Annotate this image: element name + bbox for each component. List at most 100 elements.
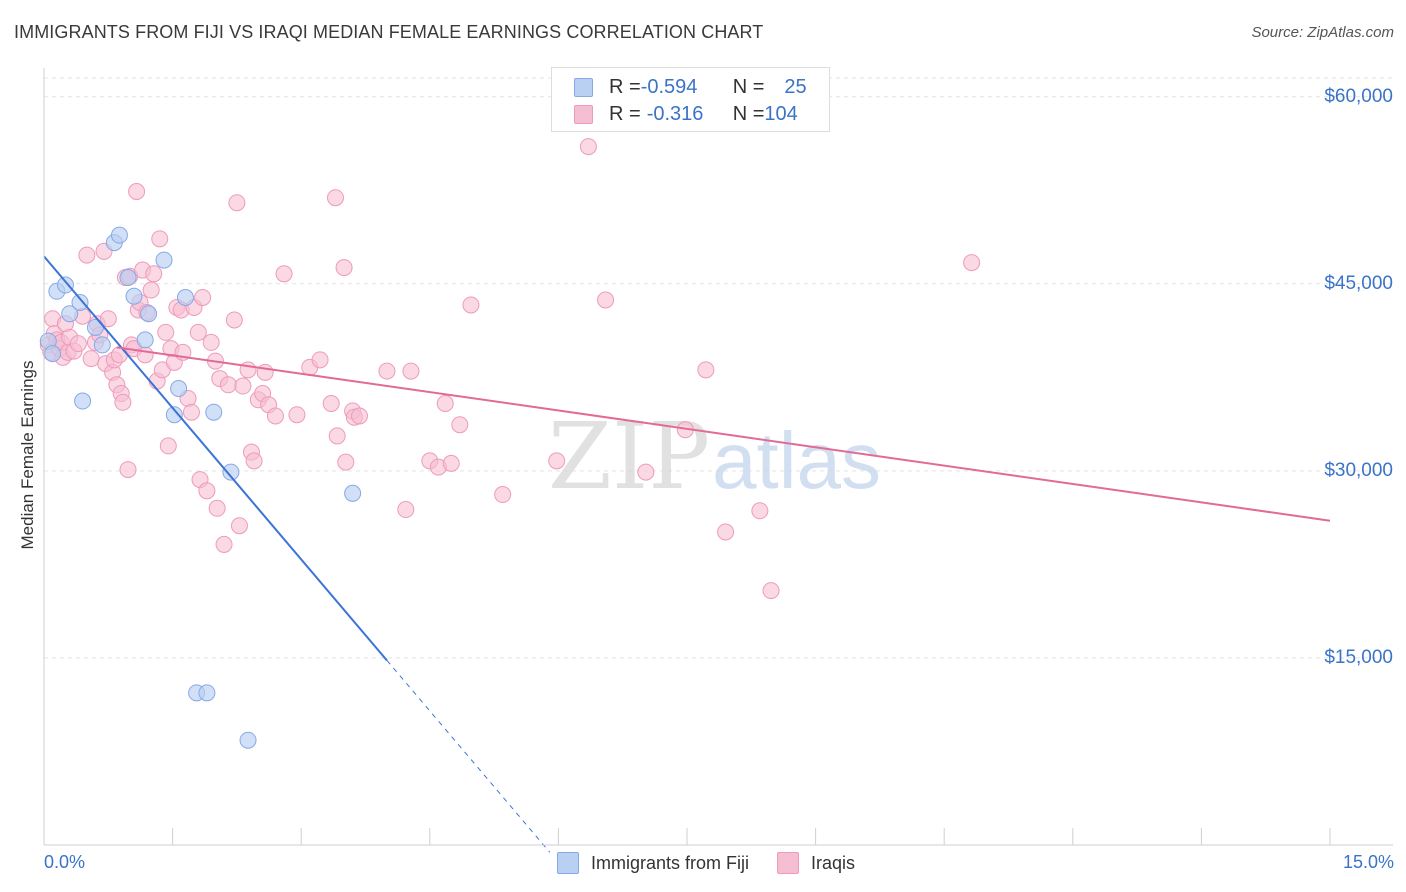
fiji-point	[198, 684, 216, 702]
iraqi-series	[39, 138, 981, 600]
iraqi-point	[597, 291, 615, 309]
iraqi-point	[397, 501, 415, 519]
fiji-point	[119, 269, 137, 287]
iraqi-point	[128, 182, 146, 200]
watermark: ZIP atlas	[548, 403, 881, 510]
iraqi-point	[234, 377, 252, 395]
iraqi-point	[963, 254, 981, 272]
legend-r-label: R =	[609, 102, 641, 125]
y-tick-label: $15,000	[1324, 646, 1393, 668]
fiji-point	[344, 484, 362, 502]
iraqi-point	[119, 461, 137, 479]
iraqi-point	[182, 403, 200, 421]
iraqi-point	[194, 288, 212, 306]
fiji-point	[44, 345, 62, 363]
axis-layer	[43, 68, 1393, 846]
legend-row-iraqi: R = -0.316 N = 104	[574, 101, 798, 127]
legend-r-label: R =	[609, 75, 641, 98]
iraqi-point	[225, 311, 243, 329]
legend-r-value: -0.316	[646, 102, 704, 125]
legend-r-value: -0.594	[640, 75, 698, 98]
fiji-point	[155, 251, 173, 269]
iraqi-point	[288, 406, 306, 424]
iraqi-point	[230, 517, 248, 535]
source-label: Source: ZipAtlas.com	[1251, 24, 1394, 41]
iraqi-point	[378, 362, 396, 380]
iraqi-point	[245, 452, 263, 470]
iraqi-point	[78, 246, 96, 264]
iraqi-point	[256, 363, 274, 381]
fiji-point	[140, 305, 158, 323]
legend-item-iraqi[interactable]: Iraqis	[777, 852, 855, 874]
legend-n-value: 104	[764, 102, 798, 125]
fiji-point	[71, 293, 89, 311]
iraqi-point	[402, 362, 420, 380]
legend-row-fiji: R = -0.594 N = 25	[574, 74, 807, 100]
y-tick-label: $45,000	[1324, 272, 1393, 294]
iraqi-point	[717, 523, 735, 541]
iraqi-point	[436, 395, 454, 413]
iraqi-point	[637, 463, 655, 481]
iraqi-point	[579, 138, 597, 156]
watermark-atlas: atlas	[712, 416, 881, 505]
x-tick-max: 15.0%	[1342, 852, 1394, 872]
fiji-point	[93, 336, 111, 354]
x-tick-min: 0.0%	[44, 852, 86, 872]
iraqi-point	[337, 453, 355, 471]
iraqi-point	[219, 376, 237, 394]
iraqi-point	[239, 361, 257, 379]
fiji-point	[125, 287, 143, 305]
legend-label-iraqi: Iraqis	[811, 852, 856, 873]
fiji-trend-extension	[386, 660, 551, 853]
series-legend: Immigrants from Fiji Iraqis	[557, 852, 883, 874]
iraqi-point	[145, 265, 163, 283]
fiji-point	[165, 406, 183, 424]
iraqi-point	[751, 502, 769, 520]
iraqi-point	[328, 427, 346, 445]
iraqi-point	[99, 310, 117, 328]
chart-title: IMMIGRANTS FROM FIJI VS IRAQI MEDIAN FEM…	[14, 22, 764, 42]
iraqi-point	[69, 335, 87, 353]
iraqi-point	[202, 333, 220, 351]
iraqi-point	[114, 393, 132, 411]
iraqi-point	[451, 416, 469, 434]
iraqi-point	[762, 582, 780, 600]
fiji-point	[205, 403, 223, 421]
correlation-legend: R = -0.594 N = 25 R = -0.316 N = 104	[551, 67, 830, 132]
iraqi-point	[159, 437, 177, 455]
legend-item-fiji[interactable]: Immigrants from Fiji	[557, 852, 749, 874]
iraqi-point	[136, 346, 154, 364]
fiji-point	[239, 731, 257, 749]
iraqi-point	[494, 486, 512, 504]
fiji-swatch	[557, 852, 579, 874]
iraqi-point	[142, 281, 160, 299]
iraqi-point	[335, 259, 353, 277]
iraqi-point	[462, 296, 480, 314]
fiji-point	[136, 331, 154, 349]
iraqi-point	[697, 361, 715, 379]
iraqi-point	[266, 407, 284, 425]
iraqi-point	[326, 189, 344, 207]
iraqi-point	[442, 454, 460, 472]
y-tick-label: $60,000	[1324, 85, 1393, 107]
iraqi-point	[350, 407, 368, 425]
iraqi-point	[228, 194, 246, 212]
watermark-zip: ZIP	[548, 403, 710, 510]
iraqi-point	[151, 230, 169, 248]
fiji-point	[222, 463, 240, 481]
fiji-point	[56, 276, 74, 294]
iraqi-point	[208, 499, 226, 517]
fiji-point	[170, 380, 188, 398]
y-tick-label: $30,000	[1324, 459, 1393, 481]
legend-n-label: N =	[732, 102, 765, 125]
fiji-series	[39, 226, 362, 749]
iraqi-point	[275, 265, 293, 283]
fiji-swatch	[574, 77, 593, 97]
iraqi-point	[548, 452, 566, 470]
iraqi-point	[189, 323, 207, 341]
legend-label-fiji: Immigrants from Fiji	[591, 852, 750, 873]
iraqi-swatch	[777, 852, 800, 874]
iraqi-point	[322, 395, 340, 413]
fiji-point	[176, 288, 194, 306]
